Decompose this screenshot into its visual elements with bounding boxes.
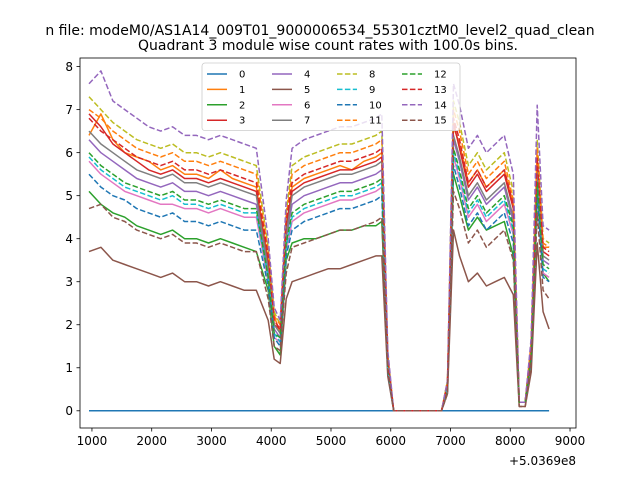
x-tick-label: 2000: [136, 434, 167, 448]
x-tick-label: 8000: [495, 434, 526, 448]
legend-label-1: 1: [239, 85, 245, 96]
chart-title: Quadrant 3 module wise count rates with …: [138, 38, 518, 54]
legend-label-5: 5: [304, 85, 310, 96]
y-tick-label: 7: [65, 103, 73, 117]
series-line-12: [88, 147, 550, 412]
y-tick-label: 4: [65, 232, 73, 246]
series-line-11: [88, 108, 550, 412]
chart-suptitle: n file: modeM0/AS1A14_009T01_9000006534_…: [45, 23, 594, 39]
legend-label-3: 3: [239, 116, 245, 127]
y-tick-label: 2: [65, 318, 73, 332]
y-tick-label: 6: [65, 146, 73, 160]
series-line-8: [88, 96, 550, 412]
series-line-13: [88, 117, 550, 412]
legend-label-7: 7: [304, 116, 310, 127]
series-line-7: [88, 130, 550, 412]
legend-label-8: 8: [369, 70, 375, 81]
x-offset-text: +5.0369e8: [509, 454, 576, 468]
series-line-4: [88, 138, 550, 412]
series-line-2: [88, 173, 550, 412]
legend-label-15: 15: [434, 116, 447, 127]
legend-label-9: 9: [369, 85, 375, 96]
legend-label-12: 12: [434, 70, 447, 81]
legend-box: [201, 62, 461, 131]
y-tick-label: 0: [65, 404, 73, 418]
x-tick-label: 4000: [256, 434, 287, 448]
x-tick-label: 5000: [316, 434, 347, 448]
y-tick-label: 5: [65, 189, 73, 203]
x-tick-label: 3000: [196, 434, 227, 448]
legend-label-14: 14: [434, 100, 447, 111]
x-tick-label: 7000: [435, 434, 466, 448]
legend-label-13: 13: [434, 85, 447, 96]
y-tick-label: 8: [65, 60, 73, 74]
y-tick-label: 1: [65, 361, 73, 375]
legend-label-4: 4: [304, 70, 310, 81]
x-tick-label: 6000: [375, 434, 406, 448]
x-tick-label: 1000: [77, 434, 108, 448]
series-line-15: [88, 190, 550, 412]
plot-frame: [79, 57, 577, 429]
series-line-9: [88, 151, 550, 412]
series-group: [88, 70, 550, 412]
x-tick-label: 9000: [555, 434, 586, 448]
legend-label-0: 0: [239, 70, 245, 81]
series-line-3: [88, 113, 550, 412]
series-line-5: [88, 229, 550, 412]
series-line-10: [88, 164, 550, 412]
legend-label-10: 10: [369, 100, 382, 111]
plot-area: 1000 2000 3000 4000 5000 6000 7000 8000 90000123…: [65, 57, 586, 468]
legend-label-11: 11: [369, 116, 382, 127]
series-line-6: [88, 156, 550, 412]
legend-label-6: 6: [304, 100, 310, 111]
y-tick-label: 3: [65, 275, 73, 289]
legend-label-2: 2: [239, 100, 245, 111]
